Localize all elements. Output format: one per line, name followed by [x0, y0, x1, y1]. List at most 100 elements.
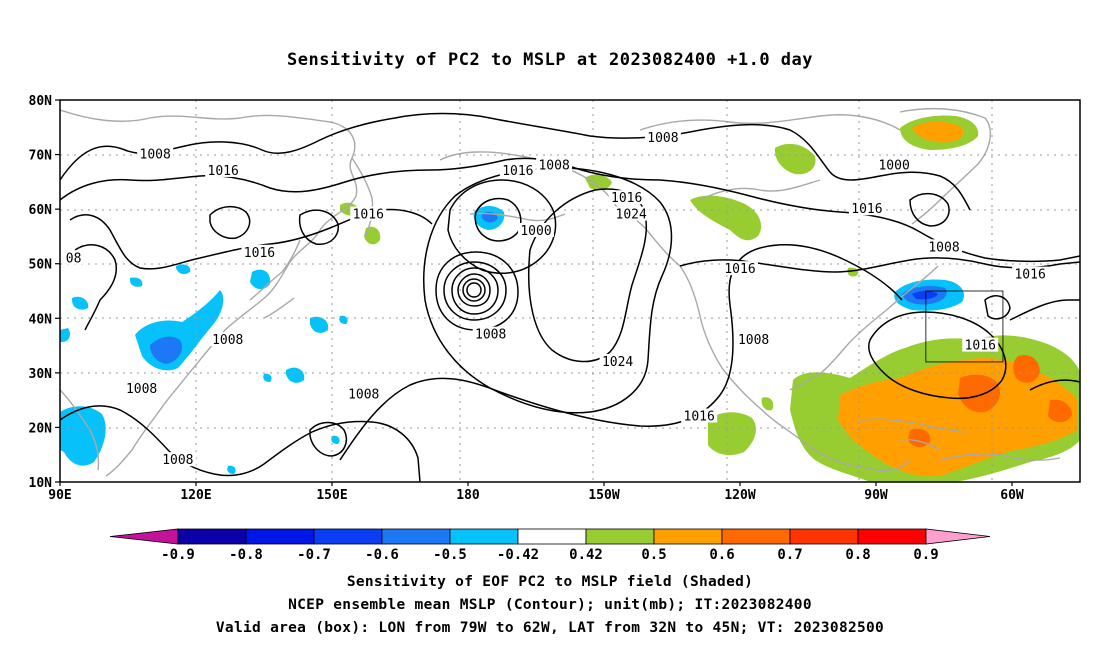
contour-label-bg [472, 326, 509, 341]
valid-area-box [925, 290, 1004, 363]
lat-label: 20N [29, 421, 53, 436]
coastlines [60, 107, 1061, 477]
lat-label: 70N [29, 149, 53, 164]
graticule [60, 100, 1080, 482]
contour-label-bg [876, 157, 913, 172]
colorbar-label: 0.9 [913, 547, 938, 563]
contour-label-bg [536, 157, 573, 172]
lon-label: 150E [316, 488, 347, 503]
lat-label: 40N [29, 312, 53, 327]
contour-label-bg [608, 190, 645, 205]
contour-labels: 1008 1016 1016 1016 1016 1008 1008 1000 1016 1024… [63, 130, 1049, 468]
shade-orange-greenland [912, 121, 964, 143]
colorbar-segment [449, 528, 519, 545]
contour-label: 1016 [208, 164, 239, 179]
contour-1008-pacific [339, 244, 903, 461]
contour-label-bg [735, 332, 772, 347]
colorbar-label: -0.9 [161, 547, 195, 563]
contour-label: 1016 [611, 191, 642, 206]
plot-area: 1008 1016 1016 1016 1016 1008 1008 1000 1016 1024… [59, 99, 1081, 483]
contour-label-bg [205, 162, 242, 177]
contour-label: 1008 [348, 388, 379, 403]
lat-label: 60N [29, 203, 53, 218]
colorbar-label: -0.6 [365, 547, 399, 563]
contour-label: 1008 [162, 453, 193, 468]
contour-label: 1008 [928, 240, 959, 255]
contour-label: 1008 [647, 131, 678, 146]
caption-line-1: Sensitivity of EOF PC2 to MSLP field (Sh… [346, 574, 754, 590]
contour-low-rings [435, 251, 519, 331]
contour-label: 1016 [965, 339, 996, 354]
lat-label: 50N [29, 258, 53, 273]
contour-label: 1008 [140, 148, 171, 163]
contour-label: 1008 [475, 328, 506, 343]
colorbar-segment [585, 528, 655, 545]
contour-label-bg [137, 146, 174, 161]
coastline-aleutians [469, 212, 566, 222]
shade-positive-canada [340, 143, 859, 411]
lon-label: 90W [864, 488, 888, 503]
map-frame [59, 99, 1081, 483]
contour-label: 1016 [1014, 268, 1045, 283]
coastline-canada-north [639, 114, 901, 201]
contour-1008-north [60, 112, 971, 211]
contour-label: 1008 [538, 158, 569, 173]
contour-label-bg [848, 201, 885, 216]
contour-label-bg [63, 250, 84, 265]
contour-1016-atlantic [868, 311, 1007, 400]
colorbar-label: 0.6 [709, 547, 734, 563]
lat-label: 10N [29, 476, 53, 491]
lon-label: 60W [1000, 488, 1024, 503]
contour-1008-siberia [74, 244, 117, 331]
contour-aleutian-low-outer [447, 179, 557, 275]
contour-label-bg [345, 386, 382, 401]
contour-label-bg [123, 381, 160, 396]
contour-label-bg [1012, 266, 1049, 281]
lon-label: 120W [724, 488, 755, 503]
colorbar-segment [313, 528, 383, 545]
contour-label-bg [926, 239, 962, 254]
colorbar-max-arrow [925, 528, 991, 545]
contour-1024-high [527, 188, 648, 363]
lon-label: 150W [588, 488, 619, 503]
contour-1008-south [60, 405, 421, 482]
lat-label: 30N [29, 367, 53, 382]
lat-label: 80N [29, 94, 53, 109]
longitude-labels: 90E 120E 150E 180 150W 120W 90W 60W [48, 482, 1024, 503]
contour-label: 1000 [878, 158, 909, 173]
contour-label-bg [499, 162, 536, 177]
contour-misc [209, 192, 1011, 457]
contour-label: 1024 [616, 208, 647, 223]
colorbar-segment [517, 528, 587, 545]
colorbar-label: -0.8 [229, 547, 263, 563]
colorbar-min-arrow [109, 528, 179, 545]
shade-negative-newengland-deep [912, 291, 938, 300]
shade-negative-misc [60, 264, 348, 474]
coastline-greenland [899, 107, 992, 225]
colorbar-label: 0.5 [641, 547, 666, 563]
coastline-asia [60, 109, 358, 477]
contour-label-bg [681, 408, 718, 423]
coastline-japan [249, 239, 301, 319]
colorbar: -0.9 -0.8 -0.7 -0.6 -0.5 -0.42 0.42 0.5 0.6 0.7 0.… [109, 528, 991, 563]
coastline-northamerica [679, 265, 939, 472]
colorbar-segment [721, 528, 791, 545]
colorbar-segment [653, 528, 723, 545]
colorbar-segment [177, 528, 247, 545]
contour-label: 1016 [724, 262, 755, 277]
contour-label-bg [613, 206, 650, 221]
contour-label: 08 [66, 251, 82, 266]
colorbar-segment [857, 528, 927, 545]
colorbar-label: 0.42 [569, 547, 603, 563]
contour-label-bg [962, 337, 999, 352]
caption-line-2: NCEP ensemble mean MSLP (Contour); unit(… [288, 597, 812, 613]
colorbar-segment [381, 528, 451, 545]
contour-label-bg [518, 222, 554, 237]
contour-label-bg [159, 452, 196, 467]
coastline-alaska [439, 151, 681, 267]
contour-1008-eastrim [1009, 299, 1080, 391]
colorbar-label: -0.42 [497, 547, 539, 563]
map-title: Sensitivity of PC2 to MSLP at 2023082400… [286, 50, 813, 70]
colorbar-label: -0.7 [297, 547, 331, 563]
lon-label: 180 [456, 488, 480, 503]
